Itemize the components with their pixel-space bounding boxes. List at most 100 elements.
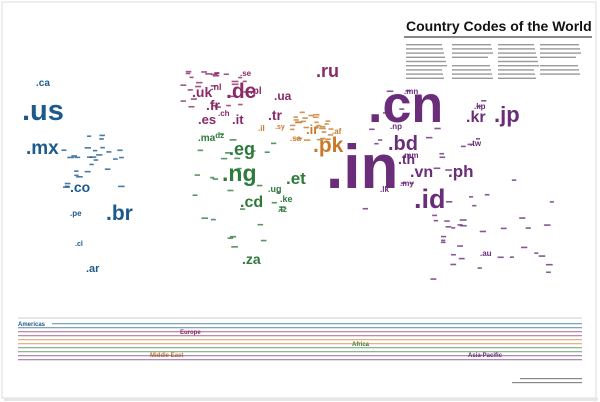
text-line	[452, 52, 493, 54]
country-code: .mn	[404, 87, 418, 96]
minor-code	[221, 157, 228, 160]
minor-code	[538, 255, 546, 257]
minor-code	[457, 245, 464, 247]
minor-code	[231, 246, 238, 248]
minor-code	[117, 149, 123, 152]
text-line	[406, 60, 446, 63]
minor-code	[223, 73, 229, 76]
minor-code	[84, 170, 91, 173]
country-code: .ng	[222, 160, 257, 186]
minor-code	[180, 100, 186, 102]
minor-code	[64, 182, 71, 185]
minor-code	[459, 224, 467, 227]
minor-code	[400, 182, 407, 184]
minor-code	[295, 121, 303, 123]
text-line	[498, 52, 536, 54]
minor-code	[99, 138, 104, 140]
minor-code	[61, 149, 67, 152]
minor-code	[74, 170, 79, 172]
minor-code	[386, 90, 394, 93]
country-code: .my	[400, 179, 414, 188]
country-code: .it	[232, 112, 244, 127]
minor-code	[237, 167, 242, 170]
text-line	[498, 48, 535, 50]
country-code: .th	[398, 151, 415, 167]
minor-code	[238, 103, 243, 106]
minor-code	[194, 174, 201, 176]
minor-code	[93, 159, 99, 161]
minor-code	[89, 156, 97, 158]
minor-code	[239, 208, 246, 210]
minor-code	[426, 136, 433, 139]
text-line	[540, 44, 579, 46]
minor-code	[212, 75, 220, 77]
country-code: .co	[70, 179, 90, 195]
minor-code	[279, 209, 284, 211]
country-code: .de	[226, 80, 256, 103]
minor-code	[450, 263, 457, 266]
country-code: .cl	[75, 241, 83, 248]
minor-code	[321, 131, 327, 133]
list-line	[18, 347, 582, 349]
country-code: .mm	[402, 151, 418, 160]
minor-code	[187, 89, 193, 91]
list-line	[18, 359, 582, 361]
minor-code	[89, 163, 94, 166]
minor-code	[318, 127, 326, 130]
minor-code	[383, 112, 389, 114]
minor-code	[469, 196, 474, 198]
minor-code	[197, 149, 204, 152]
minor-code	[210, 85, 217, 87]
minor-code	[299, 111, 305, 114]
region-heading: Americas	[18, 322, 46, 328]
minor-code	[188, 105, 195, 108]
minor-code	[190, 98, 197, 100]
text-line	[406, 56, 445, 58]
minor-code	[378, 139, 383, 141]
country-code: .id	[414, 184, 446, 214]
country-code: .za	[242, 251, 261, 267]
text-line	[406, 52, 444, 54]
text-line	[452, 77, 493, 79]
text-line	[452, 56, 488, 58]
minor-code	[219, 133, 224, 135]
minor-code	[439, 156, 446, 159]
country-code: .ke	[280, 194, 293, 204]
minor-code	[113, 158, 118, 160]
minor-code	[212, 178, 219, 180]
minor-code	[457, 224, 463, 226]
text-line	[406, 69, 442, 71]
minor-code	[320, 137, 326, 140]
minor-code	[279, 206, 286, 208]
minor-code	[106, 151, 112, 153]
list-line	[18, 335, 582, 337]
minor-code	[76, 175, 83, 178]
minor-code	[444, 220, 450, 222]
minor-code	[210, 218, 216, 221]
minor-code	[325, 138, 331, 141]
country-code: .bd	[388, 133, 418, 155]
minor-code	[119, 156, 124, 159]
minor-code	[475, 137, 481, 140]
minor-code	[327, 134, 334, 136]
intro-text	[406, 44, 581, 79]
poster-shadow	[4, 398, 598, 401]
minor-code	[362, 207, 368, 210]
credit-line	[512, 382, 582, 384]
code-list: AmericasEuropeMiddle EastAfricaAsia-Paci…	[18, 322, 582, 384]
minor-code	[96, 154, 103, 156]
minor-code	[100, 146, 105, 149]
country-code: .br	[106, 202, 133, 225]
country-code: .ru	[316, 61, 339, 81]
minor-code	[521, 246, 528, 249]
minor-code	[264, 151, 270, 154]
text-line	[540, 69, 579, 71]
country-code: .lk	[380, 185, 389, 194]
minor-code	[511, 179, 517, 181]
text-line	[452, 69, 491, 71]
minor-codes	[61, 70, 554, 280]
minor-code	[303, 126, 310, 129]
minor-code	[271, 201, 277, 204]
list-line	[18, 339, 582, 341]
